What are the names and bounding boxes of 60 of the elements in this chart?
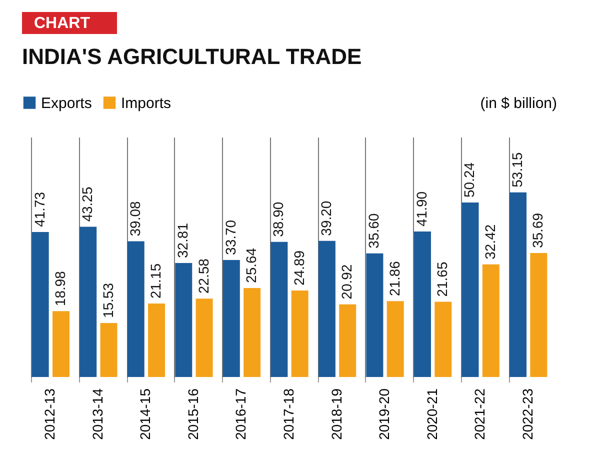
bar [196,298,213,377]
bar [386,301,404,377]
bar [366,253,384,377]
x-tick-label: 2019-20 [376,388,392,440]
bar [222,260,240,377]
data-label: 22.58 [195,258,212,294]
data-label: 21.15 [148,263,164,299]
bar [510,192,527,377]
bar [270,242,288,377]
bar [80,226,97,377]
data-label: 15.53 [100,282,116,318]
data-label: 35.69 [530,212,546,248]
bar [52,311,70,377]
data-label: 21.86 [386,260,402,296]
data-label: 50.24 [461,162,478,198]
data-label: 53.15 [509,152,526,188]
x-tick-label: 2013-14 [89,388,106,440]
bar [530,253,548,377]
bar [175,263,192,377]
bar [482,264,500,377]
bar [462,202,479,377]
data-label: 25.64 [243,248,260,283]
x-tick-label: 2018-19 [328,388,344,440]
x-tick-label: 2016-17 [232,388,249,440]
data-label: 20.92 [338,264,355,300]
x-tick-label: 2021-22 [472,388,488,440]
bar [414,231,431,377]
data-label: 41.90 [413,191,430,226]
bar [127,241,144,377]
data-label: 39.20 [318,200,334,236]
chart-title: INDIA'S AGRICULTURAL TRADE [22,44,362,69]
data-label: 38.90 [270,202,286,237]
data-label: 35.60 [366,213,382,248]
data-label: 32.42 [482,224,498,260]
bar [291,290,308,377]
legend-label: Imports [121,94,172,112]
legend-label: Exports [41,94,92,112]
data-label: 41.73 [31,192,48,228]
data-label: 33.70 [222,220,238,255]
x-tick-label: 2015-16 [184,388,201,440]
data-label: 32.81 [174,222,191,258]
bar [100,323,118,377]
data-label: 21.65 [434,262,450,297]
x-tick-label: 2020-21 [424,388,440,440]
data-label: 24.89 [290,250,307,286]
x-tick-label: 2022-23 [519,388,536,440]
text: (in $ billion) [480,95,557,112]
bar [32,232,49,377]
bar [244,288,261,377]
x-tick-label: 2017-18 [280,388,296,440]
data-label: 43.25 [79,186,96,222]
data-label: 39.08 [126,201,143,236]
text: CHART [34,15,90,32]
bar [318,240,336,377]
data-label: 18.98 [52,270,68,306]
bar [339,304,356,377]
bar [148,304,166,377]
x-tick-label: 2012-13 [42,388,58,440]
bar [434,302,452,377]
x-tick-label: 2014-15 [137,388,154,440]
